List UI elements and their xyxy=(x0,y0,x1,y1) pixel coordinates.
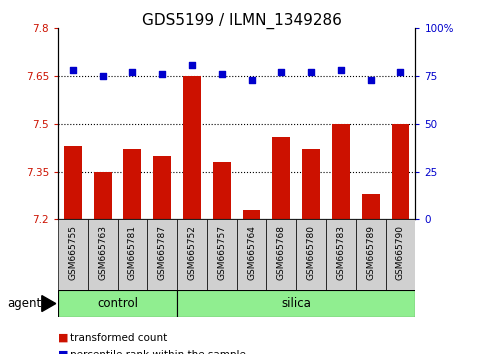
Text: control: control xyxy=(97,297,138,310)
Bar xyxy=(177,219,207,292)
Bar xyxy=(242,210,260,219)
Text: ■: ■ xyxy=(58,333,69,343)
Point xyxy=(99,73,107,79)
Bar xyxy=(385,219,415,292)
Bar xyxy=(177,290,415,317)
Point xyxy=(397,69,404,75)
Bar xyxy=(237,219,267,292)
Bar xyxy=(356,219,385,292)
Bar xyxy=(302,149,320,219)
Bar xyxy=(332,124,350,219)
Text: silica: silica xyxy=(281,297,311,310)
Text: GSM665752: GSM665752 xyxy=(187,225,197,280)
Text: GSM665768: GSM665768 xyxy=(277,225,286,280)
Bar xyxy=(124,149,142,219)
Polygon shape xyxy=(42,296,56,312)
Bar xyxy=(296,219,326,292)
Bar xyxy=(326,219,356,292)
Text: GSM665781: GSM665781 xyxy=(128,225,137,280)
Bar xyxy=(147,219,177,292)
Text: GSM665757: GSM665757 xyxy=(217,225,226,280)
Bar xyxy=(392,124,410,219)
Bar xyxy=(117,219,147,292)
Text: ■: ■ xyxy=(58,350,69,354)
Point xyxy=(69,68,77,73)
Point xyxy=(337,68,345,73)
Text: GSM665789: GSM665789 xyxy=(366,225,375,280)
Point xyxy=(188,62,196,68)
Text: GSM665763: GSM665763 xyxy=(98,225,107,280)
Text: transformed count: transformed count xyxy=(70,333,167,343)
Point xyxy=(278,69,285,75)
Text: GSM665764: GSM665764 xyxy=(247,225,256,280)
Text: percentile rank within the sample: percentile rank within the sample xyxy=(70,350,246,354)
Text: GSM665780: GSM665780 xyxy=(307,225,315,280)
Bar xyxy=(207,219,237,292)
Point xyxy=(307,69,315,75)
Bar xyxy=(58,219,88,292)
Bar xyxy=(362,194,380,219)
Bar xyxy=(183,76,201,219)
Bar xyxy=(153,156,171,219)
Text: agent: agent xyxy=(7,297,42,310)
Point xyxy=(218,72,226,77)
Text: GSM665787: GSM665787 xyxy=(158,225,167,280)
Text: GSM665755: GSM665755 xyxy=(69,225,77,280)
Bar xyxy=(88,219,117,292)
Point xyxy=(248,77,256,83)
Bar xyxy=(58,290,177,317)
Bar xyxy=(94,172,112,219)
Bar xyxy=(213,162,231,219)
Bar xyxy=(272,137,290,219)
Point xyxy=(158,72,166,77)
Text: GSM665790: GSM665790 xyxy=(396,225,405,280)
Text: GSM665783: GSM665783 xyxy=(337,225,345,280)
Bar xyxy=(64,146,82,219)
Point xyxy=(367,77,375,83)
Bar xyxy=(267,219,296,292)
Text: GDS5199 / ILMN_1349286: GDS5199 / ILMN_1349286 xyxy=(142,12,341,29)
Point xyxy=(128,69,136,75)
